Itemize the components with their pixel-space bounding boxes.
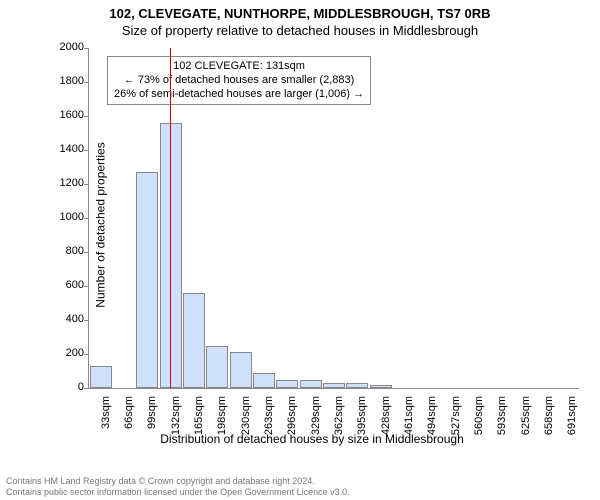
histogram-bar [300, 380, 322, 389]
y-tick-label: 200 [48, 347, 84, 359]
chart-container: Number of detached properties 102 CLEVEG… [38, 48, 586, 448]
histogram-bar [346, 383, 368, 388]
x-tick-label: 329sqm [310, 396, 322, 436]
reference-line [170, 48, 171, 388]
x-tick-label: 296sqm [286, 396, 298, 436]
x-tick-label: 263sqm [263, 396, 275, 436]
x-tick-label: 198sqm [216, 396, 228, 436]
x-tick-label: 99sqm [146, 396, 158, 436]
footer-line: Contains public sector information licen… [6, 487, 594, 498]
x-tick-label: 494sqm [426, 396, 438, 436]
y-tick-label: 2000 [48, 41, 84, 53]
footer: Contains HM Land Registry data © Crown c… [0, 476, 600, 498]
annotation-line: 26% of semi-detached houses are larger (… [114, 88, 364, 102]
histogram-bar [276, 380, 298, 389]
y-tick-label: 0 [48, 381, 84, 393]
annotation-line: 102 CLEVEGATE: 131sqm [114, 60, 364, 74]
page-title: 102, CLEVEGATE, NUNTHORPE, MIDDLESBROUGH… [0, 0, 600, 21]
x-tick-label: 428sqm [380, 396, 392, 436]
x-tick-label: 527sqm [450, 396, 462, 436]
histogram-bar [136, 172, 158, 388]
histogram-bar [253, 373, 275, 388]
x-tick-label: 395sqm [356, 396, 368, 436]
y-tick-label: 600 [48, 279, 84, 291]
histogram-bar [90, 366, 112, 388]
histogram-bar [370, 385, 392, 388]
x-tick-label: 691sqm [566, 396, 578, 436]
x-tick-label: 362sqm [333, 396, 345, 436]
x-tick-label: 165sqm [193, 396, 205, 436]
x-tick-label: 230sqm [240, 396, 252, 436]
y-tick-label: 1000 [48, 211, 84, 223]
y-tick-label: 1800 [48, 75, 84, 87]
histogram-bar [183, 293, 205, 388]
y-tick-label: 1600 [48, 109, 84, 121]
annotation-box: 102 CLEVEGATE: 131sqm ← 73% of detached … [107, 56, 371, 105]
histogram-bar [323, 383, 345, 388]
x-tick-label: 625sqm [520, 396, 532, 436]
x-tick-label: 560sqm [473, 396, 485, 436]
y-tick-label: 400 [48, 313, 84, 325]
x-tick-label: 658sqm [543, 396, 555, 436]
x-tick-label: 66sqm [123, 396, 135, 436]
y-tick-label: 1200 [48, 177, 84, 189]
y-tick-label: 800 [48, 245, 84, 257]
x-tick-label: 593sqm [496, 396, 508, 436]
x-tick-label: 132sqm [170, 396, 182, 436]
x-tick-label: 461sqm [403, 396, 415, 436]
histogram-bar [206, 346, 228, 389]
page-subtitle: Size of property relative to detached ho… [0, 21, 600, 38]
annotation-line: ← 73% of detached houses are smaller (2,… [114, 74, 364, 88]
footer-line: Contains HM Land Registry data © Crown c… [6, 476, 594, 487]
histogram-bar [230, 352, 252, 388]
plot-area: 102 CLEVEGATE: 131sqm ← 73% of detached … [88, 48, 579, 389]
x-tick-label: 33sqm [100, 396, 112, 436]
y-tick-label: 1400 [48, 143, 84, 155]
